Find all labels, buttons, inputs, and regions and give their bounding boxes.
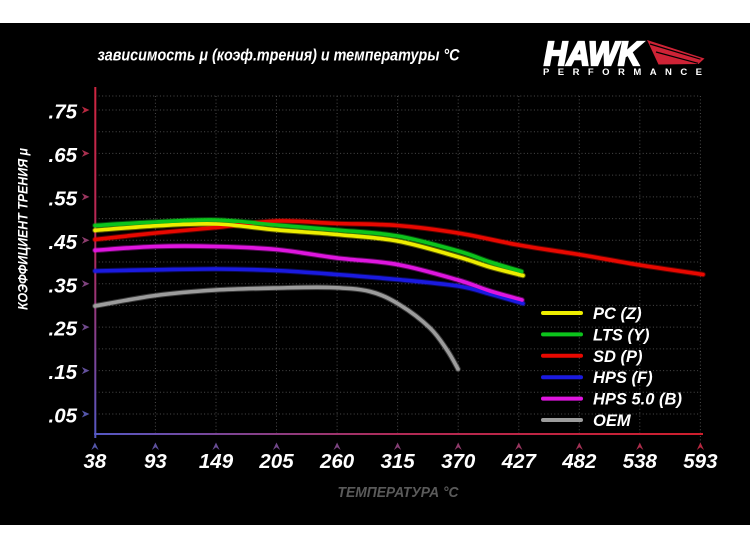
svg-text:315: 315 [380,450,415,473]
svg-text:93: 93 [144,450,167,473]
svg-text:.15: .15 [49,361,78,384]
svg-text:HPS (F): HPS (F) [593,369,653,387]
svg-text:OEM: OEM [593,412,632,430]
svg-text:HPS 5.0 (B): HPS 5.0 (B) [593,391,682,409]
svg-text:482: 482 [561,450,597,473]
svg-text:149: 149 [199,450,234,473]
svg-text:427: 427 [501,450,538,473]
svg-text:205: 205 [258,450,294,473]
svg-text:HAWK: HAWK [544,35,643,72]
svg-text:370: 370 [441,450,476,473]
svg-text:.05: .05 [49,405,78,428]
svg-text:.45: .45 [49,231,78,254]
svg-text:38: 38 [83,450,106,473]
svg-text:593: 593 [683,450,718,473]
svg-text:PERFORMANCE: PERFORMANCE [543,67,703,78]
svg-text:ТЕМПЕРАТУРА °C: ТЕМПЕРАТУРА °C [338,484,460,501]
svg-text:.65: .65 [49,144,78,167]
svg-text:зависимость μ (коэф.трения) и: зависимость μ (коэф.трения) и температур… [98,46,461,65]
svg-text:.75: .75 [49,101,78,124]
svg-text:КОЭФФИЦИЕНТ ТРЕНИЯ μ: КОЭФФИЦИЕНТ ТРЕНИЯ μ [16,148,31,310]
svg-text:LTS (Y): LTS (Y) [593,326,650,344]
svg-text:538: 538 [623,450,658,473]
svg-text:PC (Z): PC (Z) [593,305,642,323]
svg-text:.55: .55 [49,188,78,211]
svg-text:260: 260 [319,450,355,473]
svg-text:SD (P): SD (P) [593,348,643,366]
svg-text:.35: .35 [49,274,78,297]
svg-text:.25: .25 [49,318,78,341]
